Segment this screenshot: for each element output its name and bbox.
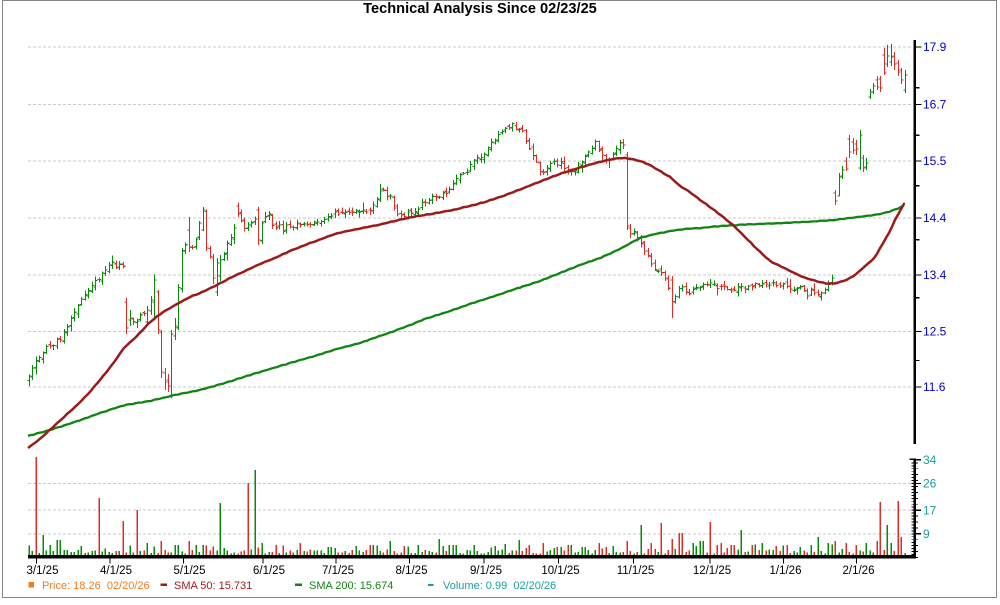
svg-text:12/1/25: 12/1/25: [693, 565, 731, 577]
svg-text:17.9: 17.9: [923, 40, 947, 54]
svg-text:26: 26: [923, 477, 937, 491]
svg-text:4/1/25: 4/1/25: [100, 565, 132, 577]
svg-text:14.4: 14.4: [923, 211, 947, 225]
svg-text:Technical Analysis Since 02/23: Technical Analysis Since 02/23/25: [363, 1, 597, 17]
svg-text:13.4: 13.4: [923, 268, 947, 282]
svg-text:Volume: 0.99 02/20/26: Volume: 0.99 02/20/26: [443, 580, 556, 592]
svg-text:SMA 200: 15.674: SMA 200: 15.674: [309, 580, 393, 592]
svg-text:17: 17: [923, 503, 937, 517]
svg-text:34: 34: [923, 453, 937, 467]
svg-text:5/1/25: 5/1/25: [174, 565, 206, 577]
svg-text:9/1/25: 9/1/25: [470, 565, 502, 577]
svg-text:Price: 18.26 02/20/26: Price: 18.26 02/20/26: [42, 580, 150, 592]
svg-text:1/1/26: 1/1/26: [770, 565, 802, 577]
svg-text:16.7: 16.7: [923, 98, 947, 112]
svg-text:11.6: 11.6: [923, 380, 946, 394]
svg-text:8/1/25: 8/1/25: [396, 565, 428, 577]
svg-text:6/1/25: 6/1/25: [253, 565, 285, 577]
svg-text:10/1/25: 10/1/25: [541, 565, 579, 577]
svg-text:12.5: 12.5: [923, 325, 947, 339]
svg-text:3/1/25: 3/1/25: [27, 565, 59, 577]
svg-text:15.5: 15.5: [923, 154, 947, 168]
svg-text:11/1/25: 11/1/25: [617, 565, 655, 577]
svg-text:SMA 50: 15.731: SMA 50: 15.731: [174, 580, 252, 592]
svg-text:9: 9: [923, 527, 930, 541]
svg-text:7/1/25: 7/1/25: [322, 565, 354, 577]
svg-text:2/1/26: 2/1/26: [843, 565, 875, 577]
